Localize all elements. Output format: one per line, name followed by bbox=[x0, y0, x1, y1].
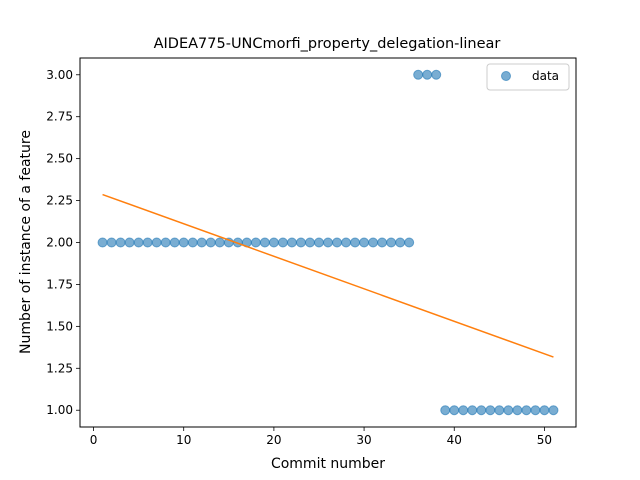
y-axis-label: Number of instance of a feature bbox=[18, 130, 34, 354]
x-axis-label: Commit number bbox=[271, 456, 385, 472]
chart-title: AIDEA775-UNCmorfi_property_delegation-li… bbox=[154, 36, 501, 52]
data-point bbox=[522, 406, 531, 415]
data-point bbox=[387, 238, 396, 247]
data-point bbox=[459, 406, 468, 415]
legend-label-data: data bbox=[532, 69, 559, 83]
data-point bbox=[170, 238, 179, 247]
y-tick-label: 1.25 bbox=[46, 361, 73, 375]
data-point bbox=[98, 238, 107, 247]
data-point bbox=[369, 238, 378, 247]
data-point bbox=[215, 238, 224, 247]
data-point bbox=[197, 238, 206, 247]
x-tick-label: 10 bbox=[176, 433, 191, 447]
data-point bbox=[378, 238, 387, 247]
y-tick-label: 1.75 bbox=[46, 277, 73, 291]
data-point bbox=[296, 238, 305, 247]
data-point bbox=[405, 238, 414, 247]
data-point bbox=[188, 238, 197, 247]
data-point bbox=[116, 238, 125, 247]
data-point bbox=[287, 238, 296, 247]
data-point bbox=[396, 238, 405, 247]
legend: data bbox=[487, 64, 569, 90]
y-tick-label: 2.75 bbox=[46, 110, 73, 124]
data-point bbox=[107, 238, 116, 247]
x-tick-label: 20 bbox=[266, 433, 281, 447]
data-point bbox=[531, 406, 540, 415]
data-point bbox=[152, 238, 161, 247]
y-tick-label: 1.00 bbox=[46, 403, 73, 417]
data-point bbox=[360, 238, 369, 247]
data-point bbox=[269, 238, 278, 247]
data-point bbox=[468, 406, 477, 415]
data-point bbox=[143, 238, 152, 247]
y-tick-label: 3.00 bbox=[46, 68, 73, 82]
data-point bbox=[432, 70, 441, 79]
data-point bbox=[305, 238, 314, 247]
y-tick-label: 2.50 bbox=[46, 152, 73, 166]
data-point bbox=[125, 238, 134, 247]
data-point bbox=[441, 406, 450, 415]
data-point bbox=[260, 238, 269, 247]
y-tick-label: 1.50 bbox=[46, 319, 73, 333]
x-tick-label: 30 bbox=[356, 433, 371, 447]
data-point bbox=[540, 406, 549, 415]
data-point bbox=[423, 70, 432, 79]
x-tick-label: 40 bbox=[447, 433, 462, 447]
data-point bbox=[324, 238, 333, 247]
legend-marker-data bbox=[502, 72, 511, 81]
data-point bbox=[495, 406, 504, 415]
data-point bbox=[134, 238, 143, 247]
x-tick-label: 0 bbox=[90, 433, 98, 447]
data-point bbox=[504, 406, 513, 415]
data-point bbox=[549, 406, 558, 415]
data-point bbox=[333, 238, 342, 247]
data-point bbox=[278, 238, 287, 247]
data-point bbox=[513, 406, 522, 415]
data-point bbox=[414, 70, 423, 79]
data-point bbox=[450, 406, 459, 415]
x-tick-label: 50 bbox=[537, 433, 552, 447]
data-point bbox=[161, 238, 170, 247]
data-point bbox=[314, 238, 323, 247]
data-point bbox=[351, 238, 360, 247]
data-point bbox=[486, 406, 495, 415]
data-point bbox=[342, 238, 351, 247]
data-point bbox=[179, 238, 188, 247]
y-tick-label: 2.00 bbox=[46, 236, 73, 250]
y-tick-label: 2.25 bbox=[46, 194, 73, 208]
data-point bbox=[477, 406, 486, 415]
data-point bbox=[206, 238, 215, 247]
data-point bbox=[251, 238, 260, 247]
